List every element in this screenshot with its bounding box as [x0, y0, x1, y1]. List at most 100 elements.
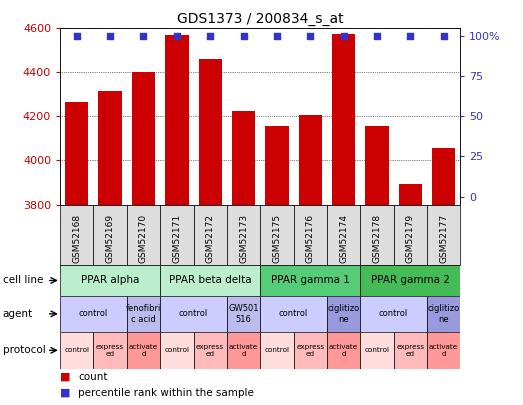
- Bar: [365, 126, 389, 205]
- Bar: [293, 205, 327, 265]
- Point: [206, 33, 214, 40]
- Text: PPAR gamma 2: PPAR gamma 2: [371, 275, 450, 286]
- Text: GW501
516: GW501 516: [228, 304, 259, 324]
- Bar: [127, 205, 160, 265]
- Text: express
ed: express ed: [396, 344, 424, 357]
- Text: agent: agent: [3, 309, 33, 319]
- Bar: [432, 148, 455, 205]
- Text: activate
d: activate d: [129, 344, 158, 357]
- Text: GSM52179: GSM52179: [406, 214, 415, 263]
- Point: [73, 33, 81, 40]
- Bar: [260, 265, 360, 296]
- Bar: [332, 34, 355, 205]
- Bar: [98, 91, 122, 205]
- Text: GSM52169: GSM52169: [106, 214, 115, 263]
- Text: protocol: protocol: [3, 345, 46, 355]
- Text: cell line: cell line: [3, 275, 43, 286]
- Text: express
ed: express ed: [196, 344, 224, 357]
- Bar: [160, 205, 194, 265]
- Bar: [232, 111, 255, 205]
- Bar: [427, 296, 460, 332]
- Point: [106, 33, 115, 40]
- Text: GSM52171: GSM52171: [173, 214, 181, 263]
- Text: GSM52176: GSM52176: [306, 214, 315, 263]
- Text: ciglitizo
ne: ciglitizo ne: [427, 304, 460, 324]
- Point: [406, 33, 414, 40]
- Text: GSM52178: GSM52178: [372, 214, 381, 263]
- Point: [439, 33, 448, 40]
- Text: control: control: [379, 309, 408, 318]
- Text: ■: ■: [60, 372, 71, 382]
- Bar: [360, 205, 393, 265]
- Text: activate
d: activate d: [329, 344, 358, 357]
- Text: PPAR beta delta: PPAR beta delta: [169, 275, 252, 286]
- Text: express
ed: express ed: [96, 344, 124, 357]
- Bar: [260, 332, 293, 369]
- Bar: [394, 205, 427, 265]
- Text: control: control: [164, 347, 189, 353]
- Bar: [327, 332, 360, 369]
- Bar: [360, 296, 427, 332]
- Point: [339, 33, 348, 40]
- Bar: [299, 115, 322, 205]
- Text: count: count: [78, 372, 108, 382]
- Text: GSM52172: GSM52172: [206, 214, 214, 262]
- Bar: [260, 205, 293, 265]
- Point: [272, 33, 281, 40]
- Bar: [160, 265, 260, 296]
- Bar: [227, 296, 260, 332]
- Bar: [227, 332, 260, 369]
- Bar: [199, 59, 222, 205]
- Bar: [265, 126, 289, 205]
- Bar: [60, 265, 160, 296]
- Bar: [94, 332, 127, 369]
- Text: control: control: [64, 347, 89, 353]
- Bar: [160, 296, 227, 332]
- Point: [240, 33, 248, 40]
- Text: activate
d: activate d: [429, 344, 458, 357]
- Bar: [327, 205, 360, 265]
- Text: control: control: [179, 309, 208, 318]
- Text: express
ed: express ed: [296, 344, 324, 357]
- Text: control: control: [365, 347, 390, 353]
- Bar: [194, 332, 227, 369]
- Bar: [427, 205, 460, 265]
- Bar: [293, 332, 327, 369]
- Bar: [160, 332, 194, 369]
- Point: [139, 33, 147, 40]
- Text: GSM52173: GSM52173: [239, 214, 248, 263]
- Bar: [427, 332, 460, 369]
- Text: GSM52168: GSM52168: [72, 214, 81, 263]
- Title: GDS1373 / 200834_s_at: GDS1373 / 200834_s_at: [177, 12, 344, 26]
- Text: fenofibri
c acid: fenofibri c acid: [126, 304, 161, 324]
- Text: PPAR alpha: PPAR alpha: [81, 275, 139, 286]
- Point: [373, 33, 381, 40]
- Bar: [399, 183, 422, 205]
- Bar: [260, 296, 327, 332]
- Text: control: control: [79, 309, 108, 318]
- Text: PPAR gamma 1: PPAR gamma 1: [271, 275, 350, 286]
- Bar: [227, 205, 260, 265]
- Bar: [94, 205, 127, 265]
- Bar: [327, 296, 360, 332]
- Text: GSM52175: GSM52175: [272, 214, 281, 263]
- Bar: [132, 72, 155, 205]
- Bar: [360, 265, 460, 296]
- Bar: [60, 332, 94, 369]
- Bar: [127, 296, 160, 332]
- Point: [173, 33, 181, 40]
- Bar: [60, 205, 94, 265]
- Text: GSM52174: GSM52174: [339, 214, 348, 262]
- Text: ciglitizo
ne: ciglitizo ne: [327, 304, 360, 324]
- Text: percentile rank within the sample: percentile rank within the sample: [78, 388, 254, 398]
- Bar: [194, 205, 227, 265]
- Text: control: control: [264, 347, 289, 353]
- Text: GSM52177: GSM52177: [439, 214, 448, 263]
- Bar: [165, 35, 188, 205]
- Bar: [65, 102, 88, 205]
- Bar: [360, 332, 393, 369]
- Bar: [127, 332, 160, 369]
- Text: activate
d: activate d: [229, 344, 258, 357]
- Point: [306, 33, 314, 40]
- Text: GSM52170: GSM52170: [139, 214, 148, 263]
